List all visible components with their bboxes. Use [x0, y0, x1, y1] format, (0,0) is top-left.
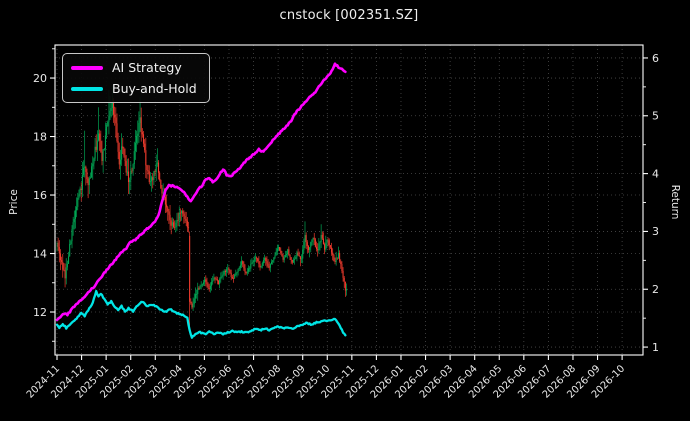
buy-and-hold-line-swatch [71, 86, 103, 91]
svg-text:6: 6 [652, 52, 659, 65]
svg-text:1: 1 [652, 341, 659, 354]
legend: AI Strategy Buy-and-Hold [62, 53, 210, 103]
svg-text:14: 14 [33, 247, 47, 260]
legend-item: AI Strategy [71, 60, 201, 75]
chart-title: cnstock [002351.SZ] [279, 8, 419, 23]
svg-text:3: 3 [652, 225, 659, 238]
legend-label: AI Strategy [112, 60, 182, 75]
svg-text:20: 20 [33, 72, 47, 85]
ai-strategy-line-swatch [71, 65, 103, 70]
svg-text:12: 12 [33, 306, 47, 319]
svg-text:5: 5 [652, 110, 659, 123]
legend-label: Buy-and-Hold [112, 81, 197, 96]
svg-text:16: 16 [33, 189, 47, 202]
legend-item: Buy-and-Hold [71, 81, 201, 96]
svg-text:18: 18 [33, 130, 47, 143]
svg-text:4: 4 [652, 167, 659, 180]
svg-text:2: 2 [652, 283, 659, 296]
